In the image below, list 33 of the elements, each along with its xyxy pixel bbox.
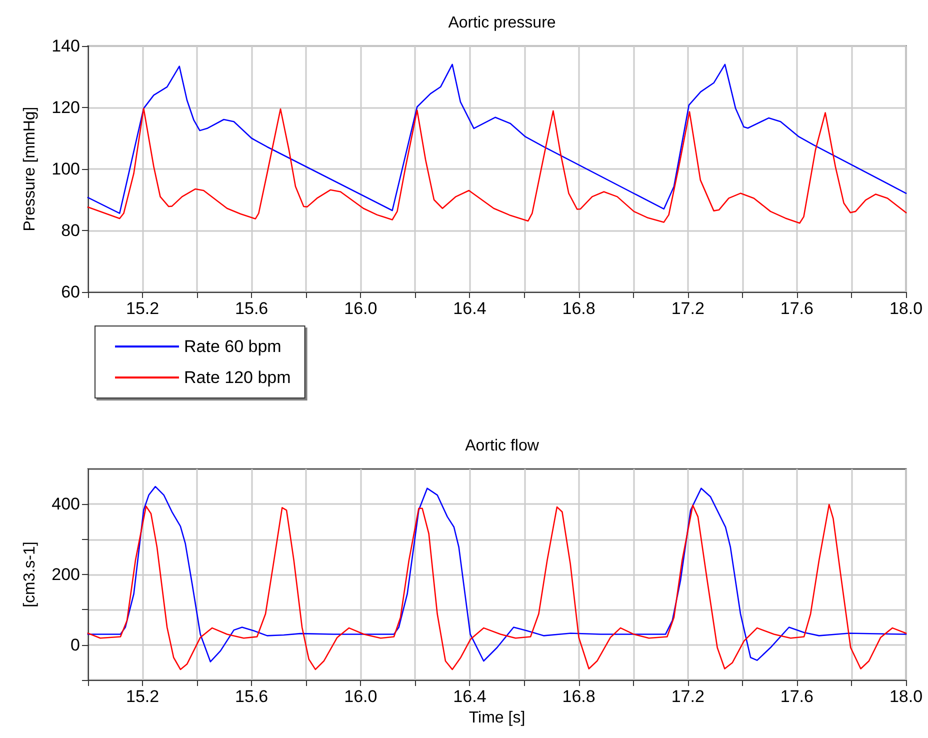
x-tick-label: 16.0	[344, 687, 378, 706]
x-tick-label: 16.4	[453, 299, 486, 318]
x-tick-label: 18.0	[889, 299, 923, 318]
y-tick-label: 140	[52, 36, 80, 56]
y-tick-label: 400	[52, 494, 80, 514]
x-tick-label: 16.8	[562, 687, 596, 706]
x-tick-label: 16.4	[453, 687, 486, 706]
line-series	[87, 108, 907, 224]
x-tick-label: 17.2	[671, 687, 704, 706]
line-series	[87, 64, 907, 214]
x-tick-label: 17.2	[671, 299, 704, 318]
x-tick-label: 16.8	[562, 299, 596, 318]
x-tick-label: 15.6	[235, 299, 268, 318]
y-tick-label: 80	[61, 221, 80, 240]
y-tick-label: 60	[61, 282, 80, 302]
legend-label: Rate 120 bpm	[184, 368, 291, 387]
chart-title: Aortic pressure	[448, 14, 556, 32]
y-tick-label: 0	[70, 635, 80, 654]
chart-title: Aortic flow	[465, 438, 540, 454]
x-tick-label: 17.6	[780, 687, 814, 706]
x-tick-label: 15.2	[126, 687, 160, 706]
x-tick-label: 17.6	[780, 299, 814, 318]
legend-label: Rate 60 bpm	[184, 337, 282, 356]
y-tick-label: 120	[52, 98, 80, 117]
x-tick-label: 15.6	[235, 687, 268, 706]
x-tick-label: 15.2	[126, 299, 160, 318]
y-axis-title: [cm3.s-1]	[22, 542, 38, 608]
x-tick-label: 16.0	[344, 299, 378, 318]
x-axis-title: Time [s]	[468, 709, 526, 726]
y-axis-title: Pressure [mmHg]	[22, 106, 38, 232]
x-tick-label: 18.0	[889, 687, 923, 706]
y-tick-label: 100	[52, 160, 80, 178]
y-tick-label: 200	[52, 565, 80, 584]
